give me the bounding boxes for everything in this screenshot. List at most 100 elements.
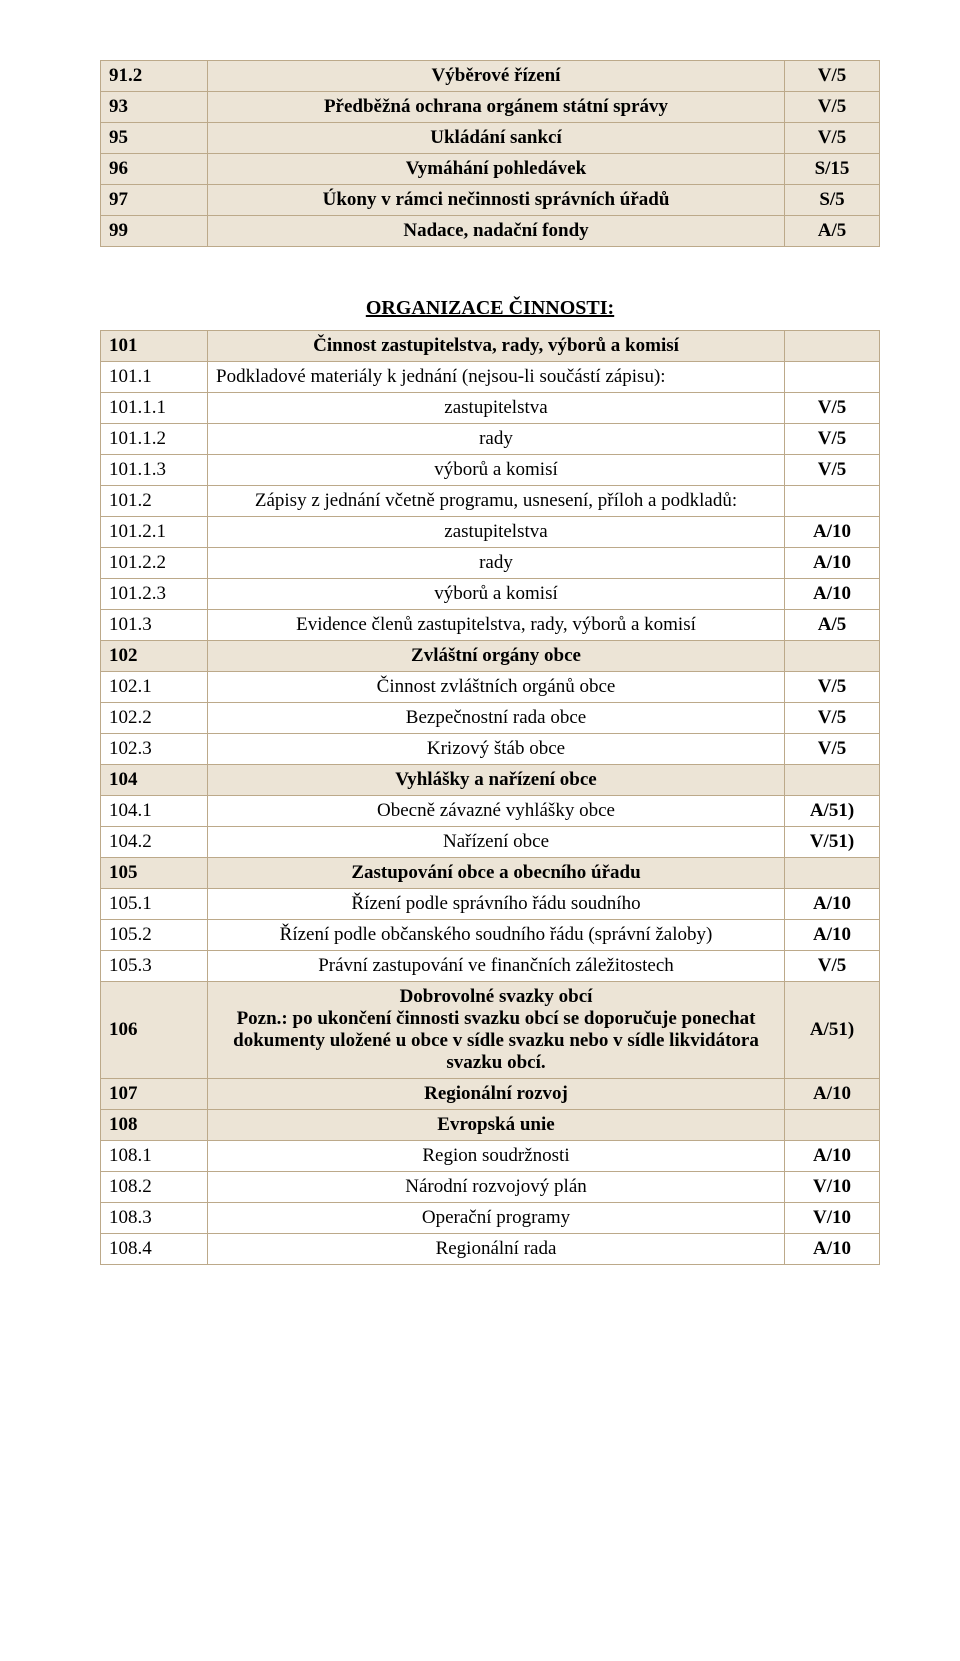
- table-row: 102Zvláštní orgány obce: [101, 641, 880, 672]
- table-row: 102.2Bezpečnostní rada obceV/5: [101, 703, 880, 734]
- cell-desc: Zastupování obce a obecního úřadu: [208, 858, 785, 889]
- section-title: ORGANIZACE ČINNOSTI:: [100, 297, 880, 320]
- table-row: 101.2.3výborů a komisíA/10: [101, 579, 880, 610]
- cell-desc: Vyhlášky a nařízení obce: [208, 765, 785, 796]
- cell-value: [785, 641, 880, 672]
- cell-desc: Právní zastupování ve finančních záležit…: [208, 951, 785, 982]
- table-row: 108Evropská unie: [101, 1110, 880, 1141]
- cell-desc: výborů a komisí: [208, 579, 785, 610]
- cell-value: [785, 486, 880, 517]
- cell-desc: Evropská unie: [208, 1110, 785, 1141]
- cell-desc: Národní rozvojový plán: [208, 1172, 785, 1203]
- table-main: 101Činnost zastupitelstva, rady, výborů …: [100, 330, 880, 1265]
- table-row: 97Úkony v rámci nečinnosti správních úřa…: [101, 185, 880, 216]
- cell-code: 108.2: [101, 1172, 208, 1203]
- cell-value: A/10: [785, 889, 880, 920]
- cell-code: 101.1.2: [101, 424, 208, 455]
- cell-value: V/5: [785, 734, 880, 765]
- cell-value: V/5: [785, 455, 880, 486]
- cell-value: A/51): [785, 982, 880, 1079]
- cell-desc: Úkony v rámci nečinnosti správních úřadů: [208, 185, 785, 216]
- cell-code: 108.3: [101, 1203, 208, 1234]
- table-row: 101.1Podkladové materiály k jednání (nej…: [101, 362, 880, 393]
- table-row: 101.2Zápisy z jednání včetně programu, u…: [101, 486, 880, 517]
- table-row: 95Ukládání sankcíV/5: [101, 123, 880, 154]
- cell-code: 95: [101, 123, 208, 154]
- cell-code: 101.2.1: [101, 517, 208, 548]
- cell-value: A/10: [785, 920, 880, 951]
- table-row: 105.2Řízení podle občanského soudního řá…: [101, 920, 880, 951]
- cell-code: 101.3: [101, 610, 208, 641]
- cell-value: A/10: [785, 579, 880, 610]
- cell-desc: zastupitelstva: [208, 393, 785, 424]
- cell-code: 101.1.3: [101, 455, 208, 486]
- cell-code: 101.1.1: [101, 393, 208, 424]
- cell-desc: Regionální rada: [208, 1234, 785, 1265]
- cell-desc: Řízení podle občanského soudního řádu (s…: [208, 920, 785, 951]
- cell-code: 108.1: [101, 1141, 208, 1172]
- table-row: 101.1.2radyV/5: [101, 424, 880, 455]
- cell-value: A/10: [785, 1079, 880, 1110]
- cell-code: 101.2.3: [101, 579, 208, 610]
- cell-code: 96: [101, 154, 208, 185]
- cell-desc: Region soudržnosti: [208, 1141, 785, 1172]
- cell-code: 101: [101, 331, 208, 362]
- table-row: 105Zastupování obce a obecního úřadu: [101, 858, 880, 889]
- cell-code: 91.2: [101, 61, 208, 92]
- cell-value: [785, 1110, 880, 1141]
- cell-value: V/5: [785, 424, 880, 455]
- table-row: 107Regionální rozvojA/10: [101, 1079, 880, 1110]
- cell-value: V/5: [785, 393, 880, 424]
- cell-code: 102.2: [101, 703, 208, 734]
- table-row: 105.1Řízení podle správního řádu soudníh…: [101, 889, 880, 920]
- cell-code: 102: [101, 641, 208, 672]
- cell-value: V/5: [785, 123, 880, 154]
- cell-code: 101.1: [101, 362, 208, 393]
- table-row: 101.2.2radyA/10: [101, 548, 880, 579]
- cell-desc: Bezpečnostní rada obce: [208, 703, 785, 734]
- cell-value: V/5: [785, 951, 880, 982]
- cell-value: [785, 331, 880, 362]
- table-row: 101.1.1zastupitelstvaV/5: [101, 393, 880, 424]
- cell-desc: Nadace, nadační fondy: [208, 216, 785, 247]
- cell-desc: zastupitelstva: [208, 517, 785, 548]
- cell-value: A/10: [785, 517, 880, 548]
- cell-desc: Ukládání sankcí: [208, 123, 785, 154]
- cell-value: V/51): [785, 827, 880, 858]
- cell-desc: Zvláštní orgány obce: [208, 641, 785, 672]
- cell-value: A/10: [785, 1234, 880, 1265]
- cell-desc: Řízení podle správního řádu soudního: [208, 889, 785, 920]
- document-page: 91.2Výběrové řízeníV/593Předběžná ochran…: [0, 0, 960, 1305]
- cell-value: V/5: [785, 672, 880, 703]
- table-row: 101.1.3výborů a komisíV/5: [101, 455, 880, 486]
- table-row: 108.2Národní rozvojový plánV/10: [101, 1172, 880, 1203]
- table-row: 101.2.1zastupitelstvaA/10: [101, 517, 880, 548]
- cell-value: V/10: [785, 1203, 880, 1234]
- cell-desc: Evidence členů zastupitelstva, rady, výb…: [208, 610, 785, 641]
- cell-value: V/5: [785, 703, 880, 734]
- cell-value: [785, 362, 880, 393]
- cell-code: 104: [101, 765, 208, 796]
- table-row: 96Vymáhání pohledávekS/15: [101, 154, 880, 185]
- cell-value: V/5: [785, 61, 880, 92]
- cell-desc: Nařízení obce: [208, 827, 785, 858]
- cell-value: A/5: [785, 610, 880, 641]
- cell-code: 106: [101, 982, 208, 1079]
- cell-value: A/10: [785, 1141, 880, 1172]
- cell-value: [785, 765, 880, 796]
- cell-code: 101.2: [101, 486, 208, 517]
- table-top: 91.2Výběrové řízeníV/5 93Předběžná ochran…: [100, 60, 880, 247]
- cell-desc: Výběrové řízení: [208, 61, 785, 92]
- table-row: 104Vyhlášky a nařízení obce: [101, 765, 880, 796]
- table-row: 102.3Krizový štáb obceV/5: [101, 734, 880, 765]
- cell-code: 93: [101, 92, 208, 123]
- cell-value: V/10: [785, 1172, 880, 1203]
- table-row: 106Dobrovolné svazky obcí Pozn.: po ukon…: [101, 982, 880, 1079]
- cell-desc: Předběžná ochrana orgánem státní správy: [208, 92, 785, 123]
- cell-code: 107: [101, 1079, 208, 1110]
- cell-value: V/5: [785, 92, 880, 123]
- cell-code: 101.2.2: [101, 548, 208, 579]
- cell-desc: výborů a komisí: [208, 455, 785, 486]
- cell-desc: Činnost zvláštních orgánů obce: [208, 672, 785, 703]
- table-row: 108.3Operační programyV/10: [101, 1203, 880, 1234]
